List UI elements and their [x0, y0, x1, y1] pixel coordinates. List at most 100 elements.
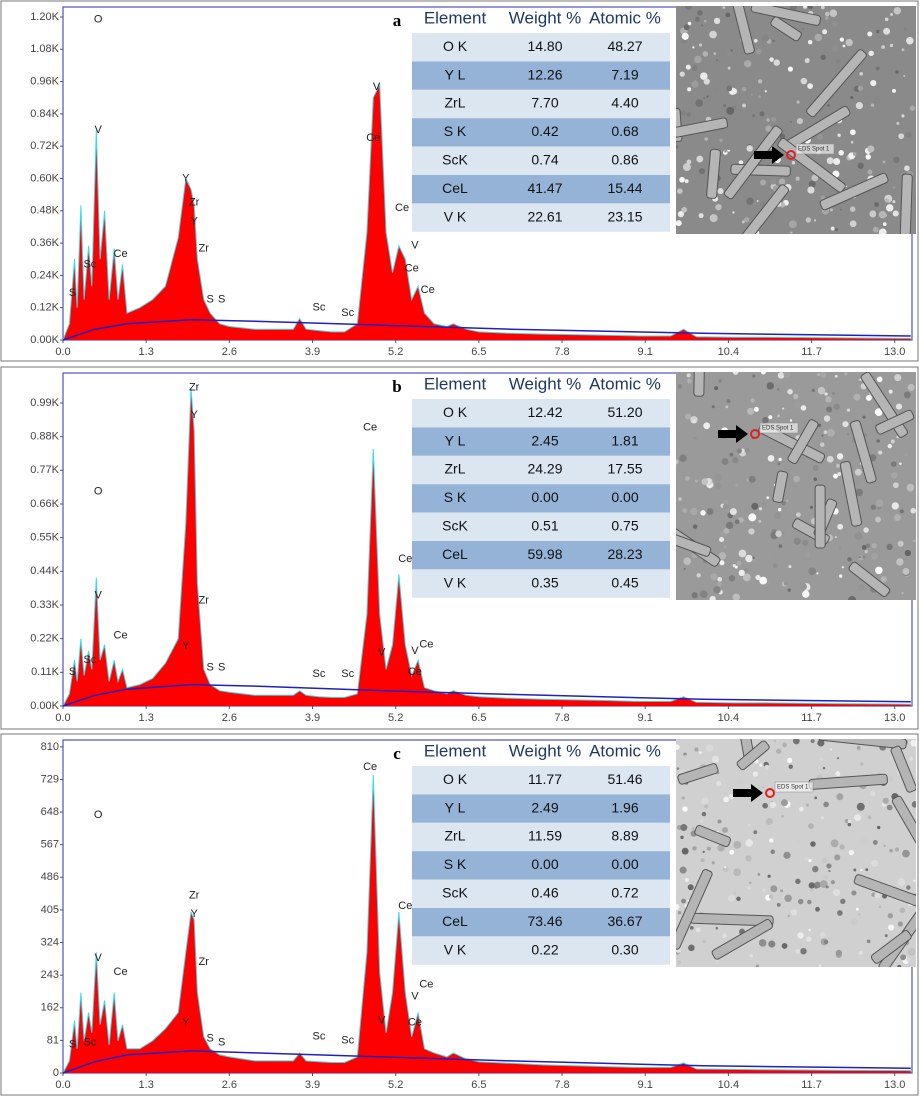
table-cell: 23.15	[607, 208, 642, 224]
sem-grain	[793, 739, 800, 745]
sem-grain	[816, 572, 819, 575]
sem-grain	[703, 78, 710, 85]
sem-grain	[699, 751, 702, 754]
sem-grain	[898, 133, 905, 140]
x-tick-label: 3.9	[305, 346, 320, 358]
sem-grain	[721, 458, 729, 466]
sem-grain	[715, 482, 722, 490]
sem-grain	[895, 70, 899, 74]
table-cell: 0.00	[611, 489, 638, 505]
x-tick-label: 7.8	[554, 1079, 569, 1091]
table-header: Weight %	[509, 741, 581, 760]
x-tick-label: 5.2	[388, 346, 403, 358]
sem-grain	[858, 913, 861, 916]
sem-grain	[725, 405, 729, 409]
sem-grain	[694, 16, 700, 22]
sem-grain	[802, 590, 810, 598]
sem-grain	[824, 392, 828, 396]
table-header: Atomic %	[589, 8, 661, 27]
sem-grain	[811, 174, 819, 182]
sem-grain	[688, 944, 695, 952]
arrow	[718, 425, 748, 443]
sem-grain	[799, 943, 803, 947]
sem-grain	[703, 422, 711, 430]
table-row	[412, 569, 670, 598]
sem-grain	[759, 763, 763, 767]
sem-grain	[856, 802, 865, 811]
x-tick-label: 0.0	[55, 712, 70, 724]
sem-grain	[713, 52, 717, 55]
sem-grain	[701, 811, 707, 817]
sem-grain	[679, 454, 687, 462]
sem-grain	[808, 823, 814, 829]
sem-grain	[699, 590, 708, 599]
sem-grain	[817, 386, 826, 395]
sem-grain	[694, 55, 702, 64]
y-tick-label: 81	[47, 1034, 59, 1046]
sem-grain	[820, 6, 825, 10]
sem-grain	[890, 13, 893, 16]
sem-grain	[854, 532, 863, 540]
sem-grain	[850, 140, 854, 144]
sem-grain	[716, 780, 722, 787]
sem-rod	[750, 6, 822, 26]
sem-grain	[853, 393, 861, 401]
panel-label: b	[392, 377, 401, 396]
sem-grain	[681, 796, 685, 800]
sem-grain	[677, 188, 683, 194]
sem-grain	[886, 543, 893, 551]
sem-grain	[756, 199, 759, 203]
sem-grain	[844, 818, 849, 824]
table-cell: 51.46	[607, 771, 642, 787]
peak-label: Sc	[341, 1035, 354, 1047]
sem-grain	[861, 545, 867, 550]
table-cell: 0.74	[531, 152, 558, 168]
peak-label: V	[95, 952, 103, 964]
sem-grain	[821, 816, 825, 820]
sem-grain	[722, 503, 729, 510]
sem-grain	[855, 488, 864, 497]
sem-grain	[793, 537, 801, 545]
sem-rod	[726, 6, 755, 55]
table-row	[412, 118, 670, 147]
sem-grain	[803, 743, 808, 748]
table-cell: 0.22	[531, 941, 558, 957]
table-cell: O K	[443, 38, 468, 54]
sem-grain	[910, 507, 916, 514]
sem-grain	[875, 566, 883, 575]
sem-grain	[811, 388, 815, 393]
sem-grain	[818, 964, 822, 967]
table-cell: Y L	[445, 799, 466, 815]
sem-grain	[747, 407, 755, 415]
peak-label: Zr	[199, 594, 210, 606]
sem-grain	[723, 6, 726, 9]
peak-label: Sc	[83, 1037, 96, 1049]
sem-grain	[870, 791, 876, 797]
sem-grain	[783, 372, 791, 378]
sem-grain	[730, 49, 733, 52]
sem-grain	[906, 957, 911, 962]
background-line	[62, 1050, 911, 1074]
sem-grain	[825, 396, 832, 403]
peak-label: S	[206, 1033, 213, 1045]
sem-grain	[894, 847, 900, 852]
x-tick-label: 2.6	[222, 712, 237, 724]
peak-label: Ce	[366, 132, 380, 144]
sem-grain	[746, 197, 754, 205]
table-cell: 0.51	[531, 518, 558, 534]
sem-grain	[764, 90, 767, 93]
sem-grain	[751, 113, 756, 118]
sem-grain	[783, 851, 791, 859]
sem-grain	[697, 10, 703, 16]
sem-grain	[842, 44, 846, 48]
y-tick-label: 0.55K	[30, 532, 59, 544]
sem-grain	[840, 898, 846, 905]
y-tick-label: 0.60K	[30, 172, 59, 184]
y-tick-label: 0.84K	[30, 108, 59, 120]
sem-grain	[810, 841, 816, 847]
background-line	[62, 683, 911, 707]
y-tick-label: 1.20K	[30, 11, 59, 23]
table-header: Weight %	[509, 374, 581, 393]
sem-grain	[826, 157, 834, 165]
sem-grain	[829, 208, 834, 212]
